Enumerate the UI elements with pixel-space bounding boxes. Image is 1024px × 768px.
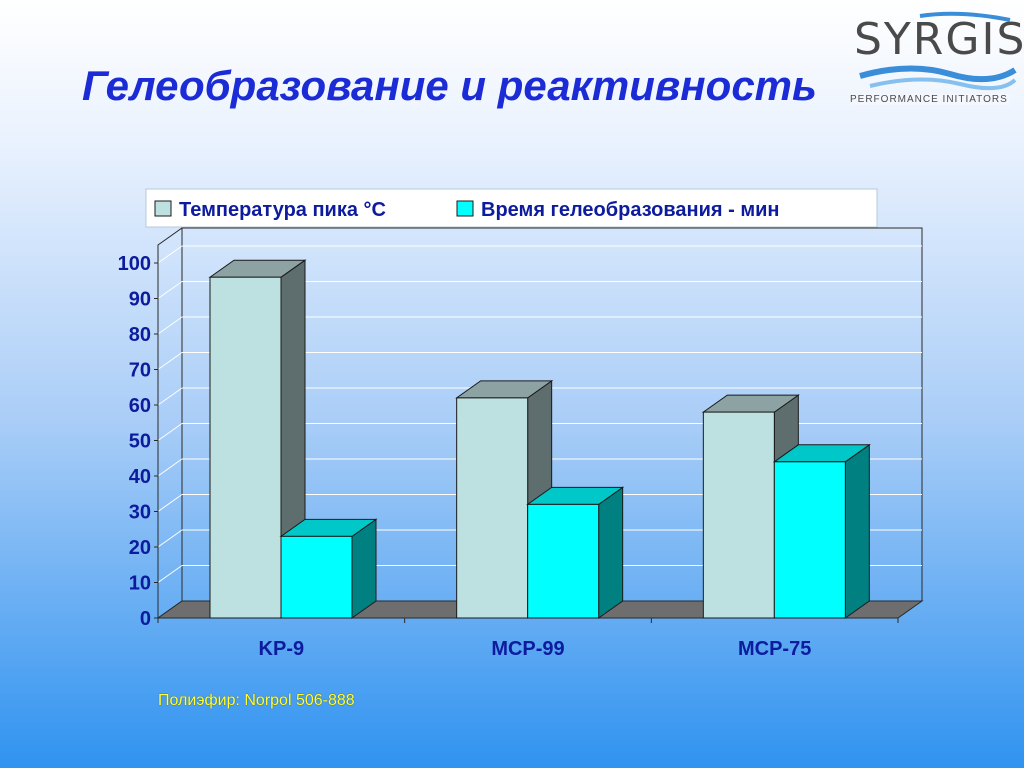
bar-side xyxy=(844,443,870,619)
gridline xyxy=(157,352,183,370)
gridline xyxy=(157,494,183,512)
gridline xyxy=(157,565,183,583)
legend-label: Время гелеобразования - мин xyxy=(481,199,780,221)
bar xyxy=(456,397,529,619)
gridline xyxy=(157,529,183,548)
y-tick-label: 20 xyxy=(129,537,151,559)
y-tick-label: 70 xyxy=(129,360,151,382)
gridline xyxy=(157,281,183,299)
y-tick-label: 40 xyxy=(129,466,151,488)
y-tick-label: 80 xyxy=(129,324,151,346)
footnote-polyester: Полиэфир: Norpol 506-888 xyxy=(158,692,355,709)
x-tick-label: KP-9 xyxy=(259,638,305,660)
y-tick-label: 90 xyxy=(129,289,151,311)
y-tick-label: 60 xyxy=(129,395,151,417)
logo-tagline: PERFORMANCE INITIATORS xyxy=(850,94,1010,105)
gridline xyxy=(157,316,183,335)
x-tick-label: MCP-99 xyxy=(491,638,564,660)
plot-side-wall xyxy=(157,227,183,619)
slide-title: Гелеобразование и реактивность xyxy=(82,62,817,109)
y-tick-label: 30 xyxy=(129,502,151,524)
bar xyxy=(773,461,846,619)
gridline xyxy=(157,458,183,477)
bar-side xyxy=(598,486,624,619)
legend-swatch xyxy=(456,200,474,217)
legend-swatch xyxy=(154,200,172,217)
legend-label: Температура пика °C xyxy=(179,199,386,221)
bar xyxy=(702,411,775,619)
y-tick-label: 10 xyxy=(129,573,151,595)
legend-box xyxy=(145,188,878,228)
gridline xyxy=(157,245,183,264)
y-tick-label: 100 xyxy=(118,253,151,275)
bar xyxy=(280,535,353,619)
y-tick-label: 0 xyxy=(140,608,151,630)
gridline xyxy=(157,423,183,441)
logo-wave-icon xyxy=(859,11,1017,91)
x-tick-label: MCP-75 xyxy=(738,638,811,660)
bar xyxy=(209,276,282,619)
syrgis-logo: SYRGIS PERFORMANCE INITIATORS xyxy=(850,4,1024,114)
bar xyxy=(527,503,600,619)
y-tick-label: 50 xyxy=(129,431,151,453)
gridline xyxy=(157,387,183,406)
logo-wordmark: SYRGIS xyxy=(854,14,1024,65)
